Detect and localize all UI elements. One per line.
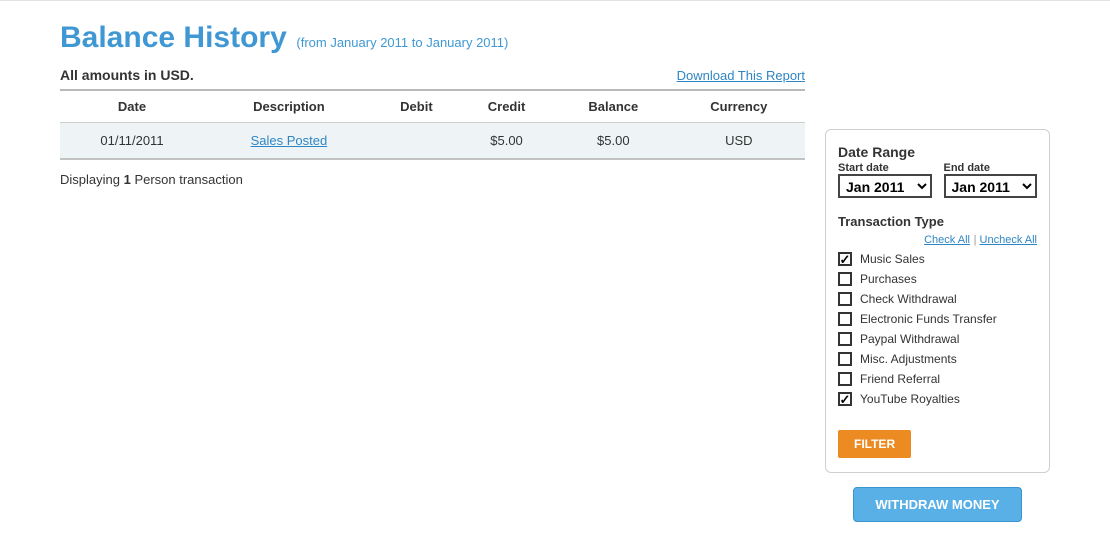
- start-date-select[interactable]: Jan 2011: [838, 174, 932, 198]
- cell-date: 01/11/2011: [60, 123, 204, 160]
- sidebar: Date Range Start date Jan 2011 End date …: [825, 59, 1050, 522]
- main-content: All amounts in USD. Download This Report…: [60, 59, 805, 522]
- cell-currency: USD: [673, 123, 805, 160]
- withdraw-money-button[interactable]: WITHDRAW MONEY: [853, 487, 1022, 522]
- transaction-type-row: Paypal Withdrawal: [838, 332, 1037, 346]
- transaction-type-checkbox[interactable]: [838, 292, 852, 306]
- transaction-type-row: Electronic Funds Transfer: [838, 312, 1037, 326]
- transaction-type-label: Electronic Funds Transfer: [860, 312, 997, 326]
- transaction-type-checkbox[interactable]: [838, 352, 852, 366]
- transaction-type-checkbox[interactable]: [838, 332, 852, 346]
- col-balance: Balance: [554, 90, 673, 123]
- transaction-type-checkbox[interactable]: [838, 272, 852, 286]
- transaction-type-label: Check Withdrawal: [860, 292, 957, 306]
- uncheck-all-link[interactable]: Uncheck All: [980, 234, 1037, 246]
- displaying-prefix: Displaying: [60, 172, 124, 187]
- amounts-note: All amounts in USD.: [60, 67, 194, 83]
- end-date-label: End date: [944, 162, 1038, 174]
- table-row: 01/11/2011Sales Posted$5.00$5.00USD: [60, 123, 805, 160]
- displaying-suffix: Person transaction: [131, 172, 243, 187]
- transaction-type-label: YouTube Royalties: [860, 392, 960, 406]
- displaying-count: 1: [124, 172, 131, 187]
- transaction-type-label: Misc. Adjustments: [860, 352, 957, 366]
- page-subtitle: (from January 2011 to January 2011): [296, 35, 508, 50]
- page-title: Balance History: [60, 21, 287, 54]
- check-all-link[interactable]: Check All: [924, 234, 970, 246]
- transaction-type-list: Music Sales Purchases Check Withdrawal Elec…: [838, 252, 1037, 406]
- transaction-type-checkbox[interactable]: [838, 392, 852, 406]
- transaction-type-row: Music Sales: [838, 252, 1037, 266]
- col-credit: Credit: [459, 90, 554, 123]
- col-debit: Debit: [374, 90, 459, 123]
- end-date-select[interactable]: Jan 2011: [944, 174, 1038, 198]
- transaction-type-row: Friend Referral: [838, 372, 1037, 386]
- balance-history-table: Date Description Debit Credit Balance Cu…: [60, 89, 805, 160]
- description-link[interactable]: Sales Posted: [251, 133, 328, 148]
- transaction-type-checkbox[interactable]: [838, 252, 852, 266]
- transaction-type-label: Paypal Withdrawal: [860, 332, 959, 346]
- transaction-type-label: Music Sales: [860, 252, 925, 266]
- transaction-type-label: Purchases: [860, 272, 917, 286]
- cell-description: Sales Posted: [204, 123, 374, 160]
- transaction-type-title: Transaction Type: [838, 214, 1037, 229]
- cell-balance: $5.00: [554, 123, 673, 160]
- transaction-type-checkbox[interactable]: [838, 372, 852, 386]
- cell-credit: $5.00: [459, 123, 554, 160]
- transaction-type-checkbox[interactable]: [838, 312, 852, 326]
- cell-debit: [374, 123, 459, 160]
- transaction-type-row: YouTube Royalties: [838, 392, 1037, 406]
- col-currency: Currency: [673, 90, 805, 123]
- transaction-type-row: Check Withdrawal: [838, 292, 1037, 306]
- col-date: Date: [60, 90, 204, 123]
- col-description: Description: [204, 90, 374, 123]
- download-report-link[interactable]: Download This Report: [677, 68, 805, 83]
- date-range-title: Date Range: [838, 144, 1037, 160]
- transaction-type-row: Purchases: [838, 272, 1037, 286]
- transaction-type-label: Friend Referral: [860, 372, 940, 386]
- start-date-label: Start date: [838, 162, 932, 174]
- transaction-type-row: Misc. Adjustments: [838, 352, 1037, 366]
- displaying-summary: Displaying 1 Person transaction: [60, 172, 805, 187]
- filter-button[interactable]: FILTER: [838, 430, 911, 458]
- filter-panel: Date Range Start date Jan 2011 End date …: [825, 129, 1050, 473]
